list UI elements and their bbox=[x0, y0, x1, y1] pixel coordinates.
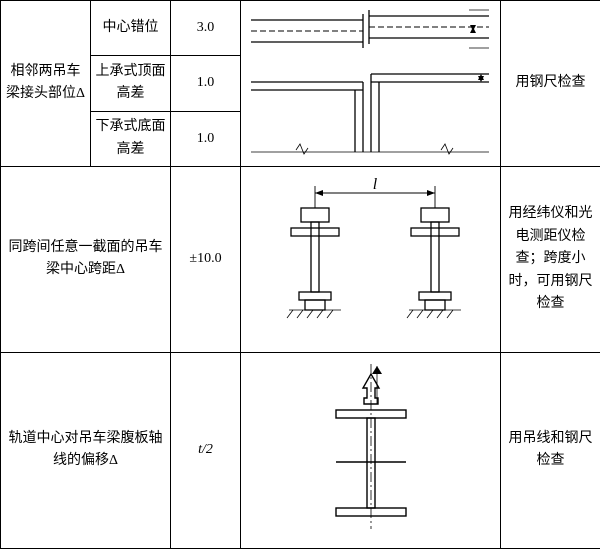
row2-value-cell: ±10.0 bbox=[171, 166, 241, 352]
diagram-3 bbox=[241, 354, 499, 547]
sub-a-value: 3.0 bbox=[197, 20, 215, 35]
sub-a-value-cell: 3.0 bbox=[171, 1, 241, 56]
group-label-cell: 相邻两吊车梁接头部位Δ bbox=[1, 1, 91, 167]
sub-a-label: 中心错位 bbox=[103, 20, 159, 35]
check-2-cell: 用经纬仪和光电测距仪检查；跨度小时，可用钢尺检查 bbox=[501, 166, 600, 352]
check-3-cell: 用吊线和钢尺检查 bbox=[501, 352, 600, 548]
sub-b-value: 1.0 bbox=[197, 75, 215, 90]
sub-a-label-cell: 中心错位 bbox=[91, 1, 171, 56]
sub-b-value-cell: 1.0 bbox=[171, 56, 241, 111]
diagram-1 bbox=[241, 2, 499, 165]
row3-value: t/2 bbox=[198, 442, 213, 457]
check-1: 用钢尺检查 bbox=[516, 75, 586, 90]
sub-c-value: 1.0 bbox=[197, 131, 215, 146]
diagram-2-cell: l bbox=[241, 166, 501, 352]
check-2: 用经纬仪和光电测距仪检查；跨度小时，可用钢尺检查 bbox=[509, 206, 593, 311]
row2-value: ±10.0 bbox=[189, 251, 221, 266]
sub-b-label: 上承式顶面高差 bbox=[96, 64, 166, 101]
row3-label-cell: 轨道中心对吊车梁腹板轴线的偏移Δ bbox=[1, 352, 171, 548]
check-1-cell: 用钢尺检查 bbox=[501, 1, 600, 167]
row3-label: 轨道中心对吊车梁腹板轴线的偏移Δ bbox=[9, 431, 163, 468]
sub-b-label-cell: 上承式顶面高差 bbox=[91, 56, 171, 111]
sub-c-value-cell: 1.0 bbox=[171, 111, 241, 166]
row2-label: 同跨间任意一截面的吊车梁中心跨距Δ bbox=[9, 240, 163, 277]
diagram-3-cell bbox=[241, 352, 501, 548]
diagram-2-label: l bbox=[373, 176, 378, 193]
diagram-2: l bbox=[241, 168, 499, 351]
sub-c-label-cell: 下承式底面高差 bbox=[91, 111, 171, 166]
check-3: 用吊线和钢尺检查 bbox=[509, 431, 593, 468]
sub-c-label: 下承式底面高差 bbox=[96, 119, 166, 156]
group-label: 相邻两吊车梁接头部位Δ bbox=[6, 64, 85, 101]
row2-label-cell: 同跨间任意一截面的吊车梁中心跨距Δ bbox=[1, 166, 171, 352]
row3-value-cell: t/2 bbox=[171, 352, 241, 548]
diagram-1-cell bbox=[241, 1, 501, 167]
